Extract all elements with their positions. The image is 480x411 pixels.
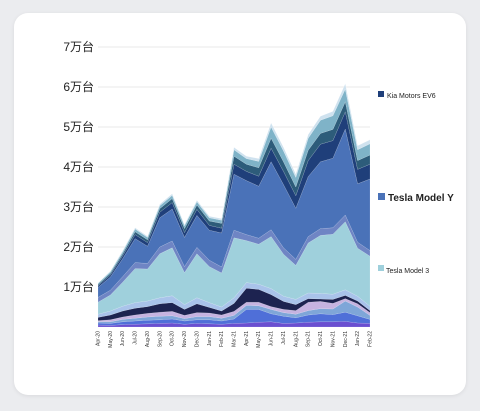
y-tick-label-5: 6万台	[63, 79, 94, 94]
legend-swatch-2	[378, 265, 384, 271]
y-tick-label-2: 3万台	[63, 199, 94, 214]
x-tick-label-2: Jun-20	[120, 331, 126, 347]
x-axis-ticks: Apr-20 May-20 Jun-20 Jul-20 Aug-20 Sep-20 Oct-…	[96, 331, 374, 348]
x-tick-label-14: Jun-21	[269, 331, 275, 347]
area-series-12	[97, 83, 371, 284]
x-tick-label-11: Mar-21	[232, 331, 238, 347]
x-tick-label-13: May-21	[256, 331, 262, 348]
legend-swatch-1	[378, 193, 385, 200]
legend-label-1: Tesla Model Y	[388, 193, 454, 204]
x-tick-label-10: Feb-21	[219, 331, 225, 347]
x-tick-label-20: Dec-21	[343, 331, 349, 347]
legend: Kia Motors EV6 Tesla Model Y Tesla Model 3	[378, 91, 454, 275]
x-tick-label-9: Jan-21	[207, 331, 213, 347]
x-tick-label-0: Apr-20	[96, 331, 102, 346]
x-tick-label-19: Nov-21	[330, 331, 336, 347]
area-series	[97, 83, 371, 328]
x-tick-label-12: Apr-21	[244, 331, 250, 346]
x-tick-label-17: Sep-21	[306, 331, 312, 347]
y-tick-label-6: 7万台	[63, 39, 94, 54]
x-tick-label-16: Aug-21	[293, 331, 299, 347]
x-tick-label-21: Jan-22	[355, 331, 361, 347]
y-tick-label-0: 1万台	[63, 279, 94, 294]
x-tick-label-18: Oct-21	[318, 331, 324, 346]
legend-swatch-0	[378, 91, 384, 97]
y-axis-ticks: 1万台 2万台 3万台 4万台 5万台 6万台 7万台	[63, 39, 94, 294]
legend-label-0: Kia Motors EV6	[387, 93, 436, 100]
legend-label-2: Tesla Model 3	[386, 268, 429, 275]
y-tick-label-3: 4万台	[63, 159, 94, 174]
x-tick-label-1: May-20	[108, 331, 114, 348]
x-tick-label-6: Oct-20	[170, 331, 176, 346]
y-tick-label-1: 2万台	[63, 239, 94, 254]
y-tick-label-4: 5万台	[63, 119, 94, 134]
x-tick-label-8: Dec-20	[194, 331, 200, 347]
x-tick-label-5: Sep-20	[157, 331, 163, 347]
x-tick-label-7: Nov-20	[182, 331, 188, 347]
x-tick-label-22: Feb-22	[368, 331, 374, 347]
x-tick-label-15: Jul-21	[281, 331, 287, 345]
x-tick-label-3: Jul-20	[133, 331, 139, 345]
x-tick-label-4: Aug-20	[145, 331, 151, 347]
